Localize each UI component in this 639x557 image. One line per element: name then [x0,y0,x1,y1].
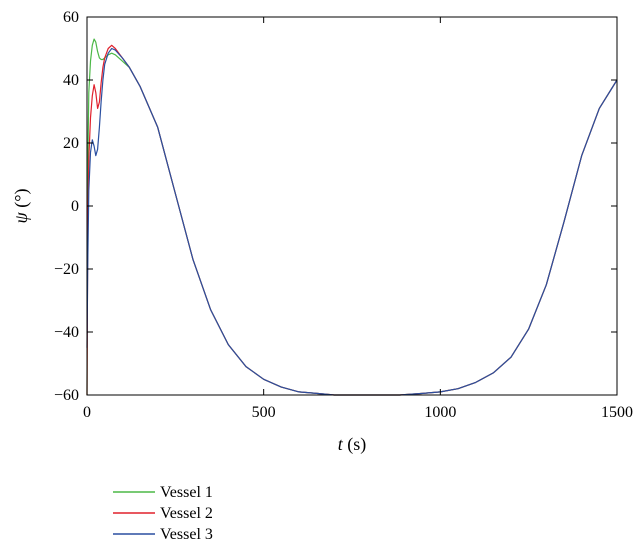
y-axis-label: ψ (°) [11,189,32,224]
y-tick-label: 20 [63,135,79,152]
plot-frame [86,16,618,396]
x-tick-label: 1500 [601,404,633,421]
x-axis-unit: (s) [343,434,367,455]
x-tick-label: 500 [252,404,276,421]
series-line-vessel-1 [86,38,618,396]
y-tick-label: −60 [54,387,79,404]
series-line-vessel-2 [86,44,618,396]
legend: Vessel 1 Vessel 2 Vessel 3 [113,484,213,543]
y-tick-label: −40 [54,324,79,341]
y-tick-label: 40 [63,72,79,89]
legend-label-vessel-1: Vessel 1 [160,484,213,501]
ticks-layer: 0 500 1000 1500 −60 −40 −20 0 20 40 60 [54,9,633,421]
y-axis-unit: (°) [11,189,32,213]
x-axis-variable: t [338,434,344,454]
y-tick-label: 0 [71,198,79,215]
x-tick-label: 0 [83,404,91,421]
series-layer [86,38,618,396]
y-tick-label: −20 [54,261,79,278]
legend-label-vessel-3: Vessel 3 [160,526,213,543]
series-line-vessel-3 [86,47,618,396]
y-tick-label: 60 [63,9,79,26]
x-tick-label: 1000 [424,404,456,421]
legend-label-vessel-2: Vessel 2 [160,505,213,522]
x-axis-label: t (s) [338,434,367,455]
y-axis-variable: ψ [11,211,31,223]
